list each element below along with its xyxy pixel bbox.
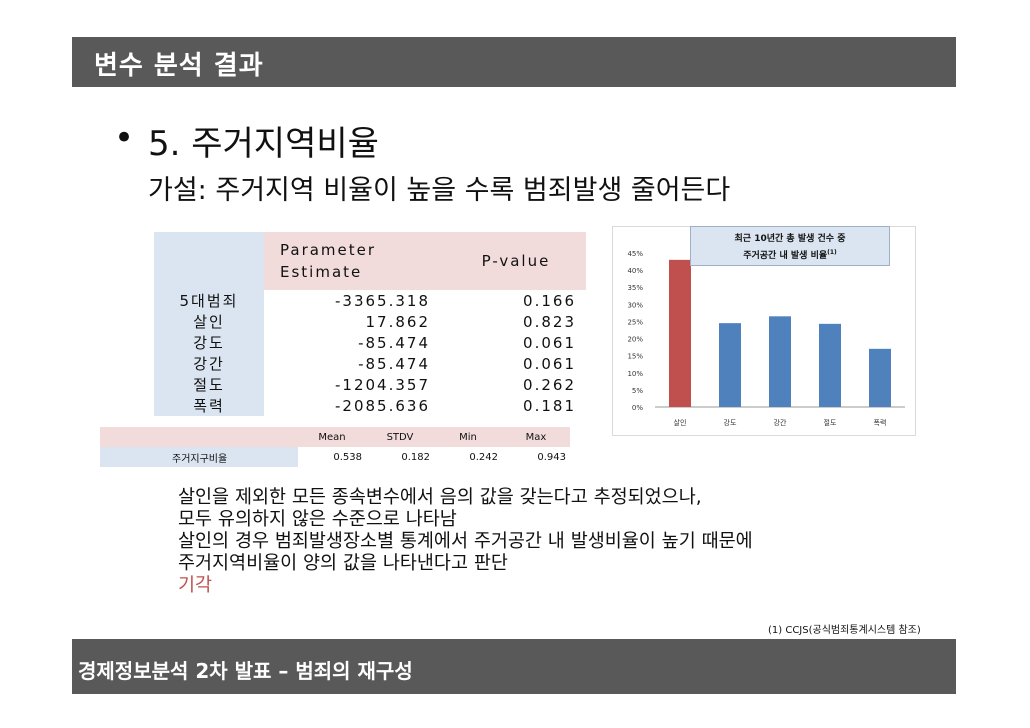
row-pvalue: 0.061 bbox=[523, 333, 576, 352]
table-row: 폭력 -2085.636 0.181 bbox=[154, 395, 586, 416]
parameter-table: Parameter Estimate P-value 5대범죄 -3365.31… bbox=[154, 232, 586, 416]
stats-header-empty bbox=[100, 427, 298, 447]
row-estimate: -3365.318 bbox=[335, 291, 430, 310]
stats-row: 주거지구비율 0.538 0.182 0.242 0.943 bbox=[100, 447, 570, 467]
x-tick-label: 폭력 bbox=[874, 419, 887, 427]
bullet-icon: • bbox=[114, 118, 135, 158]
stats-header-mean: Mean bbox=[298, 427, 366, 447]
row-estimate: -2085.636 bbox=[335, 396, 430, 415]
row-pvalue: 0.823 bbox=[523, 312, 576, 331]
stats-row-label: 주거지구비율 bbox=[100, 447, 298, 467]
header-estimate-line2: Estimate bbox=[280, 263, 363, 281]
row-estimate: -1204.357 bbox=[335, 375, 430, 394]
stats-table: Mean STDV Min Max 주거지구비율 0.538 0.182 0.2… bbox=[100, 427, 570, 467]
stats-max: 0.943 bbox=[537, 451, 566, 463]
chart-title-line1: 최근 10년간 총 발생 건수 중 bbox=[734, 234, 846, 244]
body-line: 주거지역비율이 양의 값을 나타낸다고 판단 bbox=[178, 553, 508, 574]
chart-title-sup: (1) bbox=[827, 249, 837, 256]
stats-header-stdv: STDV bbox=[366, 427, 434, 447]
row-label: 5대범죄 bbox=[154, 290, 264, 311]
stats-header-min: Min bbox=[434, 427, 502, 447]
section-heading: 5. 주거지역비율 bbox=[148, 124, 379, 164]
bar bbox=[669, 259, 691, 407]
footnote: (1) CCJS(공식범죄통계시스템 참조) bbox=[768, 625, 921, 636]
stats-header-row: Mean STDV Min Max bbox=[100, 427, 570, 447]
table-row: 강간 -85.474 0.061 bbox=[154, 353, 586, 374]
chart-title-box: 최근 10년간 총 발생 건수 중 주거공간 내 발생 비율(1) bbox=[690, 226, 890, 266]
table-row: 강도 -85.474 0.061 bbox=[154, 332, 586, 353]
y-tick-label: 5% bbox=[632, 387, 643, 395]
table-row: 살인 17.862 0.823 bbox=[154, 311, 586, 332]
slide-header: 변수 분석 결과 bbox=[72, 37, 956, 87]
bar bbox=[719, 323, 741, 407]
row-label: 살인 bbox=[154, 311, 264, 332]
body-line: 살인의 경우 범죄발생장소별 통계에서 주거공간 내 발생비율이 높기 때문에 bbox=[178, 531, 753, 552]
slide-title: 변수 분석 결과 bbox=[94, 51, 264, 81]
table-row: 5대범죄 -3365.318 0.166 bbox=[154, 290, 586, 311]
body-line: 모두 유의하지 않은 수준으로 나타남 bbox=[178, 509, 457, 530]
row-pvalue: 0.181 bbox=[523, 396, 576, 415]
y-tick-label: 0% bbox=[632, 404, 643, 412]
stats-mean: 0.538 bbox=[333, 451, 362, 463]
verdict-text: 기각 bbox=[178, 575, 213, 596]
bar bbox=[819, 323, 841, 407]
header-empty-cell bbox=[154, 232, 264, 290]
slide-footer: 경제정보분석 2차 발표 – 범죄의 재구성 bbox=[72, 639, 956, 694]
bar-chart-svg: 0% 5% 10% 15% 20% 25% 30% 35% 40% 45% 살인 강도 강간 절도 폭력 bbox=[627, 250, 905, 427]
y-tick-label: 25% bbox=[627, 318, 643, 326]
row-label: 강도 bbox=[154, 332, 264, 353]
row-estimate: -85.474 bbox=[358, 354, 430, 373]
parameter-table-header: Parameter Estimate P-value bbox=[154, 232, 586, 290]
y-tick-label: 40% bbox=[627, 267, 643, 275]
y-tick-label: 35% bbox=[627, 284, 643, 292]
y-tick-label: 15% bbox=[627, 353, 643, 361]
row-pvalue: 0.166 bbox=[523, 291, 576, 310]
body-line: 살인을 제외한 모든 종속변수에서 음의 값을 갖는다고 추정되었으나, bbox=[178, 487, 702, 508]
stats-min: 0.242 bbox=[469, 451, 498, 463]
footer-title: 경제정보분석 2차 발표 – 범죄의 재구성 bbox=[78, 659, 413, 683]
x-tick-label: 절도 bbox=[824, 419, 837, 427]
row-label: 폭력 bbox=[154, 395, 264, 416]
x-tick-label: 강간 bbox=[774, 418, 787, 427]
y-tick-label: 45% bbox=[627, 250, 643, 258]
row-label: 절도 bbox=[154, 374, 264, 395]
y-tick-label: 10% bbox=[627, 370, 643, 378]
stats-header-max: Max bbox=[502, 427, 570, 447]
header-estimate-line1: Parameter bbox=[280, 241, 377, 259]
header-estimate: Parameter Estimate bbox=[264, 232, 446, 290]
row-pvalue: 0.262 bbox=[523, 375, 576, 394]
chart-title-line2: 주거공간 내 발생 비율(1) bbox=[691, 246, 889, 263]
y-tick-label: 20% bbox=[627, 336, 643, 344]
x-tick-label: 강도 bbox=[724, 418, 737, 427]
row-label: 강간 bbox=[154, 353, 264, 374]
row-pvalue: 0.061 bbox=[523, 354, 576, 373]
body-text: 살인을 제외한 모든 종속변수에서 음의 값을 갖는다고 추정되었으나, 모두 … bbox=[178, 487, 753, 597]
chart-title-line2-text: 주거공간 내 발생 비율 bbox=[743, 251, 828, 261]
table-row: 절도 -1204.357 0.262 bbox=[154, 374, 586, 395]
hypothesis-text: 가설: 주거지역 비율이 높을 수록 범죄발생 줄어든다 bbox=[148, 175, 731, 206]
row-estimate: 17.862 bbox=[365, 312, 430, 331]
x-tick-label: 살인 bbox=[674, 418, 687, 427]
header-pvalue: P-value bbox=[481, 252, 551, 270]
y-tick-label: 30% bbox=[627, 301, 643, 309]
stats-stdv: 0.182 bbox=[401, 451, 430, 463]
bar bbox=[769, 316, 791, 407]
row-estimate: -85.474 bbox=[358, 333, 430, 352]
bar bbox=[869, 348, 891, 407]
